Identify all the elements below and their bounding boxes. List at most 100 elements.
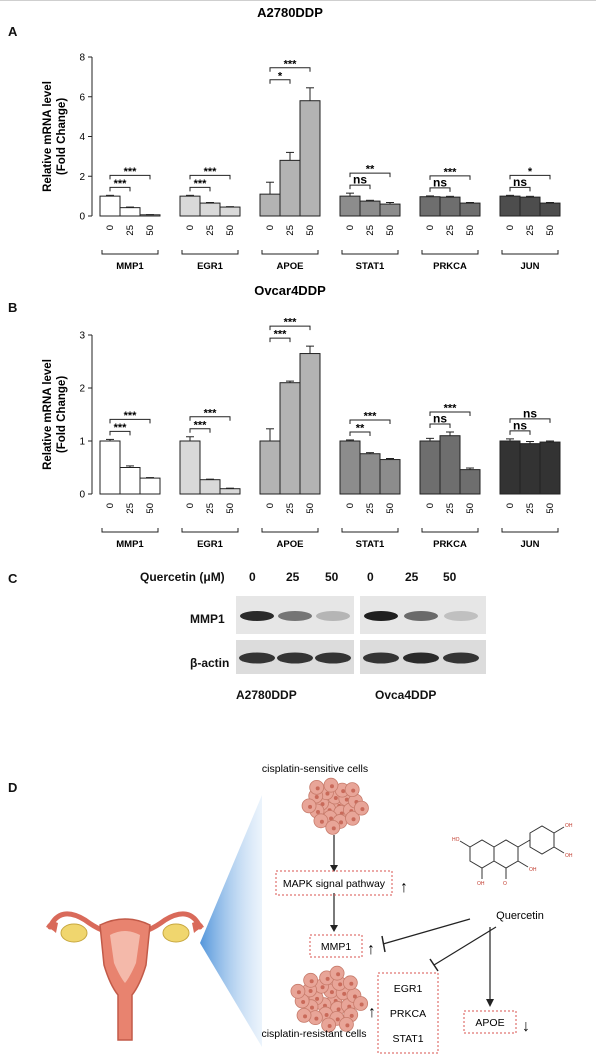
y-tick-label: 8 [79, 53, 85, 64]
sig-label: *** [204, 407, 218, 419]
top-divider [0, 0, 596, 1]
x-tick-label: 25 [205, 503, 216, 514]
blot-image [236, 596, 486, 674]
y-tick-label: 2 [79, 172, 85, 183]
bar-mmp1-25 [119, 207, 141, 217]
sig-label: *** [124, 166, 138, 178]
cell-nucleus [339, 820, 344, 825]
y-tick-label: 3 [79, 331, 85, 342]
sig-label: *** [364, 410, 378, 422]
cell-line-a2780ddp: A2780DDP [236, 688, 297, 702]
cell-nucleus [333, 796, 338, 801]
bar-prkca-25 [439, 435, 461, 495]
cell-nucleus [301, 999, 306, 1004]
chart-a2780ddp: A2780DDP 0 2 4 6 8 Relative mRNA level (Fold Ch… [42, 5, 561, 272]
resistant-cell-cluster [290, 965, 369, 1033]
x-tick-label: 50 [145, 225, 156, 236]
panel-letter-d: D [8, 780, 18, 795]
y-tick-label: 0 [79, 212, 85, 223]
sig-bracket [109, 186, 131, 192]
x-tick-label: 50 [225, 225, 236, 236]
sig-bracket [109, 418, 151, 424]
mmp1-up-arrow: ↑ [367, 941, 375, 958]
cell-nucleus [344, 797, 349, 802]
group-label-mmp1: MMP1 [116, 539, 144, 550]
bar-apoe-50 [299, 353, 321, 495]
x-tick-label: 25 [285, 503, 296, 514]
cell-nucleus [315, 809, 320, 814]
bar-jun-50 [539, 441, 561, 495]
sig-bracket [509, 418, 551, 423]
sig-bracket [509, 186, 531, 192]
sig-bracket [269, 337, 291, 343]
bar-apoe-25 [279, 159, 301, 217]
group-bracket [181, 250, 239, 255]
inhibit-genes-line [433, 926, 497, 966]
sig-bracket [429, 175, 471, 180]
bar-prkca-25 [439, 196, 461, 217]
cell-nucleus [349, 1013, 354, 1018]
x-tick-label: 25 [205, 225, 216, 236]
inhibit-mmp1-line [382, 918, 471, 945]
genes-box [377, 972, 439, 1054]
x-tick-label: 0 [345, 503, 356, 508]
sig-bracket [509, 174, 551, 180]
x-tick-label: 0 [505, 225, 516, 230]
chart-ovcar4ddp: Ovcar4DDP 0 1 2 3 Relative mRNA level (Fold Ch… [42, 283, 561, 550]
bar-stat1-25 [359, 200, 381, 217]
sig-label: *** [204, 166, 218, 178]
y-axis-label: Relative mRNA level (Fold Change) [42, 359, 68, 470]
band-mmp1 [444, 611, 478, 621]
cell-nucleus [320, 985, 325, 990]
cell-nucleus [315, 996, 320, 1001]
sig-label: ns [523, 406, 537, 420]
uterus-illustration [46, 911, 204, 1041]
group-bracket [261, 250, 319, 255]
panel-letter-c: C [8, 571, 18, 586]
band-actin [363, 652, 399, 664]
pathway-label: MAPK signal pathway [283, 878, 386, 890]
group-label-mmp1: MMP1 [116, 261, 144, 272]
group-label-prkca: PRKCA [433, 539, 467, 550]
y-axis-label: Relative mRNA level (Fold Change) [42, 81, 68, 192]
x-tick-label: 25 [445, 503, 456, 514]
inhibit-genes-bar [429, 958, 439, 972]
x-tick-label: 50 [465, 225, 476, 236]
x-tick-label: 0 [345, 225, 356, 230]
sig-label: *** [284, 317, 298, 329]
bar-jun-0 [499, 440, 521, 495]
cell-nucleus [314, 795, 319, 800]
sig-label: ** [366, 164, 375, 176]
sig-bracket [269, 67, 311, 72]
bar-jun-25 [519, 196, 541, 217]
pathway-box [275, 870, 393, 896]
bar-stat1-0 [339, 195, 361, 217]
sig-label: *** [444, 166, 458, 178]
band-mmp1 [404, 611, 438, 621]
cell-nucleus [296, 990, 301, 995]
svg-text:OH: OH [477, 881, 485, 887]
bar-prkca-0 [419, 440, 441, 495]
cell-nucleus [308, 988, 313, 993]
group-bracket [341, 250, 399, 255]
cell-nucleus [349, 981, 354, 986]
arrow-head-pathway [330, 865, 338, 872]
chart-title: A2780DDP [257, 5, 323, 20]
apoe-down-arrow: ↓ [522, 1018, 530, 1035]
y-tick-label: 0 [79, 490, 85, 501]
bar-egr1-25 [199, 479, 221, 495]
cell-nucleus [338, 982, 343, 987]
group-bracket [101, 528, 159, 533]
group-bracket [341, 528, 399, 533]
blot-row-actin: β-actin [190, 656, 230, 670]
band-mmp1 [364, 611, 398, 621]
cell-nucleus [331, 826, 336, 831]
x-tick-label: 0 [105, 225, 116, 230]
x-tick-label: 50 [385, 225, 396, 236]
band-mmp1 [316, 611, 350, 621]
dose-label: 0 [249, 570, 256, 584]
blot-row-mmp1: MMP1 [190, 612, 225, 626]
x-tick-label: 25 [365, 503, 376, 514]
dose-label: 0 [367, 570, 374, 584]
sig-label: *** [114, 178, 128, 190]
